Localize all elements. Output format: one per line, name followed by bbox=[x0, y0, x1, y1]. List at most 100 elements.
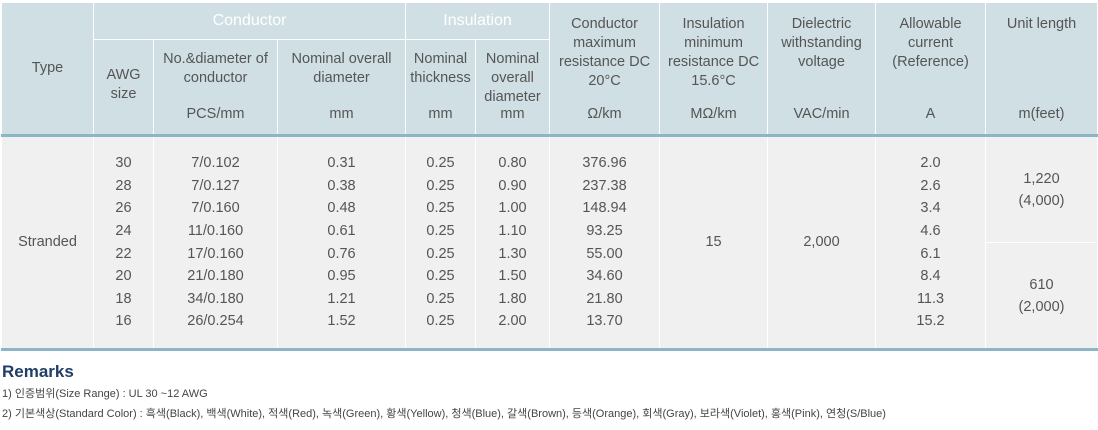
col-no-diameter-value: 11/0.160 bbox=[187, 222, 244, 239]
col-conductor-resistance-value: 13.70 bbox=[586, 313, 623, 330]
col-awg-value: 18 bbox=[115, 290, 132, 307]
col-conductor-overall: 0.31 0.38 0.48 0.61 0.76 0.95 1.21 1.52 bbox=[276, 135, 407, 351]
col-conductor-resistance-value: 93.25 bbox=[586, 222, 623, 239]
header-unit-length-unit: m(feet) bbox=[1018, 106, 1065, 123]
header-dielectric-voltage: Dielectric withstanding voltage VAC/min bbox=[767, 2, 877, 137]
header-conductor-overall-diameter-unit: mm bbox=[329, 106, 354, 123]
remarks-section: Remarks 1) 인증범위(Size Range) : UL 30 ~12 … bbox=[2, 362, 886, 424]
header-conductor-resistance-unit: Ω/km bbox=[587, 106, 622, 123]
col-no-diameter-value: 21/0.180 bbox=[187, 268, 244, 285]
col-awg-value: 16 bbox=[115, 313, 132, 330]
header-no-diameter: No.&diameter of conductor PCS/mm bbox=[153, 39, 278, 137]
col-thickness-value: 0.25 bbox=[426, 245, 455, 262]
col-conductor-resistance-value: 55.00 bbox=[586, 245, 623, 262]
header-allowable-current: Allowable current (Reference) A bbox=[875, 2, 987, 137]
cell-dielectric-voltage: 2,000 bbox=[767, 135, 877, 351]
col-insulation-overall: 0.80 0.90 1.00 1.10 1.30 1.50 1.80 2.00 bbox=[475, 135, 551, 351]
col-thickness-value: 0.25 bbox=[426, 155, 455, 172]
col-conductor-resistance-value: 21.80 bbox=[586, 290, 623, 307]
header-awg-size-label: AWG size bbox=[106, 67, 141, 102]
header-allowable-current-unit: A bbox=[925, 106, 936, 123]
col-thickness-value: 0.25 bbox=[426, 222, 455, 239]
col-no-diameter-value: 17/0.160 bbox=[187, 245, 244, 262]
col-insulation-overall-value: 1.30 bbox=[498, 245, 527, 262]
header-type: Type bbox=[1, 2, 94, 137]
header-insulation-group: Insulation bbox=[405, 2, 551, 40]
header-conductor-overall-diameter-label: Nominal overall diameter bbox=[291, 51, 392, 86]
col-conductor-overall-value: 0.95 bbox=[327, 268, 356, 285]
col-awg-value: 28 bbox=[115, 177, 132, 194]
col-conductor-resistance-value: 34.60 bbox=[586, 268, 623, 285]
col-thickness-value: 0.25 bbox=[426, 313, 455, 330]
col-thickness-value: 0.25 bbox=[426, 268, 455, 285]
header-dielectric-voltage-unit: VAC/min bbox=[793, 106, 850, 123]
col-conductor-resistance-value: 148.94 bbox=[582, 200, 627, 217]
col-allowable-current-value: 4.6 bbox=[920, 222, 941, 239]
col-conductor-overall-value: 1.52 bbox=[327, 313, 356, 330]
cell-unit-length-top-value: 1,220 bbox=[1023, 170, 1060, 187]
remarks-line-1: 1) 인증범위(Size Range) : UL 30 ~12 AWG bbox=[2, 388, 208, 400]
col-insulation-overall-value: 0.90 bbox=[498, 177, 527, 194]
col-awg-value: 26 bbox=[115, 200, 132, 217]
header-insulation-resistance-label: Insulation minimum resistance DC 15.6°C bbox=[667, 16, 760, 89]
cell-unit-length-bottom-value: 610 bbox=[1029, 276, 1054, 293]
col-awg-value: 20 bbox=[115, 268, 132, 285]
col-insulation-overall-value: 1.00 bbox=[498, 200, 527, 217]
col-no-diameter-value: 7/0.160 bbox=[191, 200, 240, 217]
col-conductor-overall-value: 0.38 bbox=[327, 177, 356, 194]
col-allowable-current-value: 6.1 bbox=[920, 245, 941, 262]
cell-insulation-resistance: 15 bbox=[659, 135, 769, 351]
header-insulation-overall-diameter-label: Nominal overall diameter bbox=[484, 51, 541, 105]
col-insulation-overall-value: 1.50 bbox=[498, 268, 527, 285]
col-conductor-resistance: 376.96 237.38 148.94 93.25 55.00 34.60 21.80 13… bbox=[549, 135, 661, 351]
header-unit-length: Unit length m(feet) bbox=[985, 2, 1098, 137]
spec-table: Type Conductor Insulation Conductor maxi… bbox=[1, 2, 1098, 351]
col-awg: 30 28 26 24 22 20 18 16 bbox=[93, 135, 154, 351]
header-nominal-thickness-label: Nominal thickness bbox=[410, 51, 471, 86]
col-conductor-resistance-value: 376.96 bbox=[582, 155, 627, 172]
header-no-diameter-label: No.&diameter of conductor bbox=[163, 51, 268, 86]
col-awg-value: 30 bbox=[115, 155, 132, 172]
col-allowable-current-value: 15.2 bbox=[916, 313, 945, 330]
col-thickness-value: 0.25 bbox=[426, 177, 455, 194]
cell-unit-length-bottom: 610 (2,000) bbox=[985, 242, 1098, 351]
cell-type: Stranded bbox=[1, 135, 94, 351]
header-conductor-resistance-label: Conductor maximum resistance DC 20°C bbox=[558, 16, 651, 89]
header-insulation-resistance-unit: MΩ/km bbox=[690, 106, 737, 123]
col-insulation-overall-value: 2.00 bbox=[498, 313, 527, 330]
col-thickness: 0.25 0.25 0.25 0.25 0.25 0.25 0.25 0.25 bbox=[405, 135, 477, 351]
header-nominal-thickness-unit: mm bbox=[428, 106, 453, 123]
col-awg-value: 24 bbox=[115, 222, 132, 239]
header-insulation-resistance: Insulation minimum resistance DC 15.6°C … bbox=[659, 2, 769, 137]
cell-unit-length-top-value: (4,000) bbox=[1018, 192, 1065, 209]
col-no-diameter: 7/0.102 7/0.127 7/0.160 11/0.160 17/0.160 21/… bbox=[153, 135, 278, 351]
col-no-diameter-value: 7/0.127 bbox=[191, 177, 240, 194]
header-unit-length-label: Unit length bbox=[1006, 16, 1077, 32]
cell-unit-length-bottom-value: (2,000) bbox=[1018, 298, 1065, 315]
remarks-line-2: 2) 기본색상(Standard Color) : 흑색(Black), 백색(… bbox=[2, 408, 886, 420]
col-conductor-overall-value: 0.48 bbox=[327, 200, 356, 217]
header-no-diameter-unit: PCS/mm bbox=[186, 106, 245, 123]
col-conductor-overall-value: 1.21 bbox=[327, 290, 356, 307]
col-insulation-overall-value: 1.10 bbox=[498, 222, 527, 239]
col-allowable-current-value: 2.0 bbox=[920, 155, 941, 172]
header-insulation-overall-diameter: Nominal overall diameter mm bbox=[475, 39, 551, 137]
col-insulation-overall-value: 0.80 bbox=[498, 155, 527, 172]
col-allowable-current: 2.0 2.6 3.4 4.6 6.1 8.4 11.3 15.2 bbox=[875, 135, 987, 351]
col-thickness-value: 0.25 bbox=[426, 200, 455, 217]
header-conductor-resistance: Conductor maximum resistance DC 20°C Ω/k… bbox=[549, 2, 661, 137]
col-no-diameter-value: 7/0.102 bbox=[191, 155, 240, 172]
col-conductor-resistance-value: 237.38 bbox=[582, 177, 627, 194]
col-allowable-current-value: 2.6 bbox=[920, 177, 941, 194]
header-conductor-group: Conductor bbox=[92, 2, 407, 40]
col-no-diameter-value: 26/0.254 bbox=[187, 313, 244, 330]
col-no-diameter-value: 34/0.180 bbox=[187, 290, 244, 307]
remarks-title: Remarks bbox=[2, 362, 74, 381]
header-dielectric-voltage-label: Dielectric withstanding voltage bbox=[781, 16, 862, 70]
col-allowable-current-value: 3.4 bbox=[920, 200, 941, 217]
col-allowable-current-value: 8.4 bbox=[920, 268, 941, 285]
header-insulation-overall-diameter-unit: mm bbox=[500, 106, 525, 123]
col-thickness-value: 0.25 bbox=[426, 290, 455, 307]
col-conductor-overall-value: 0.76 bbox=[327, 245, 356, 262]
header-nominal-thickness: Nominal thickness mm bbox=[405, 39, 477, 137]
